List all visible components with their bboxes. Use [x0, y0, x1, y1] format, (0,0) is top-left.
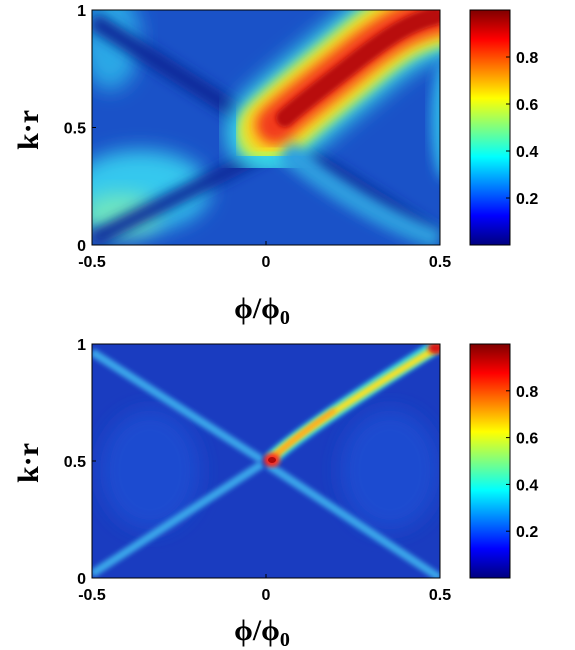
colorbar-bottom	[469, 343, 511, 579]
colorbar-top	[469, 9, 511, 246]
heatmap-top: -0.5 0 0.500.51 0.20.40.60.8 ϕ/ϕ0 k·r	[12, 3, 538, 329]
colorbar-tick-label-top: 0.4	[516, 144, 538, 161]
x-tick-label-top: 0.5	[429, 254, 451, 271]
xlabel-top: ϕ/ϕ0	[234, 292, 290, 329]
x-tick-label-top: -0.5	[78, 254, 106, 271]
colorbar-tick-label-bottom: 0.2	[516, 524, 538, 541]
colorbar-tick-label-top: 0.6	[516, 97, 538, 114]
x-tick-label-bottom: -0.5	[78, 587, 106, 604]
y-tick-label-bottom: 0	[77, 571, 86, 588]
ylabel-bottom: k·r	[12, 443, 45, 483]
y-tick-label-bottom: 0.5	[64, 454, 86, 471]
colorbar-tick-label-bottom: 0.6	[516, 431, 538, 448]
y-tick-label-top: 0.5	[64, 121, 86, 138]
y-tick-label-top: 0	[77, 238, 86, 255]
heatmap-bottom-field	[92, 344, 440, 578]
x-tick-label-bottom: 0	[262, 587, 271, 604]
colorbar-tick-label-bottom: 0.4	[516, 477, 538, 494]
colorbar-tick-label-bottom: 0.8	[516, 384, 538, 401]
y-tick-label-bottom: 1	[77, 337, 86, 354]
x-tick-label-top: 0	[262, 254, 271, 271]
heatmap-bottom: -0.5 0 0.500.51 0.20.40.60.8 ϕ/ϕ0 k·r	[12, 337, 538, 650]
colorbar-tick-label-top: 0.2	[516, 191, 538, 208]
ylabel-top: k·r	[12, 110, 45, 150]
x-tick-label-bottom: 0.5	[429, 587, 451, 604]
colorbar-tick-label-top: 0.8	[516, 50, 538, 67]
xlabel-bottom: ϕ/ϕ0	[234, 614, 290, 650]
y-tick-label-top: 1	[77, 3, 86, 20]
heatmap-top-field	[92, 10, 440, 245]
